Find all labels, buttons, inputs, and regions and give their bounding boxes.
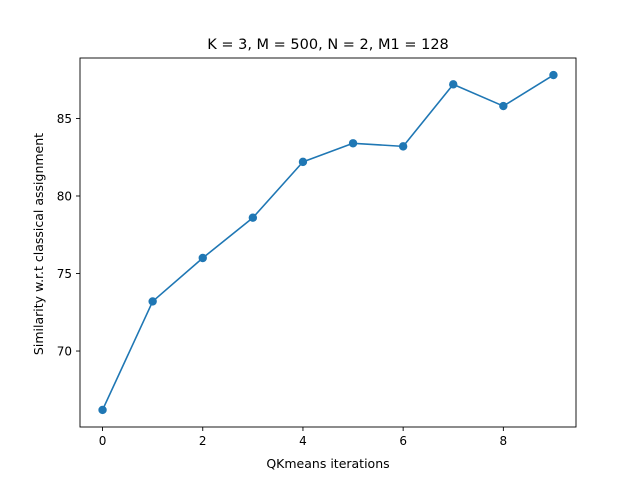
y-tick-label: 75: [57, 267, 72, 281]
y-axis-label: Similarity w.r.t classical assignment: [31, 133, 46, 355]
y-tick-label: 70: [57, 345, 72, 359]
series-line: [101, 74, 554, 411]
data-point: [148, 297, 157, 306]
data-point: [348, 139, 358, 148]
data-point: [198, 253, 207, 263]
data-point: [398, 142, 408, 151]
y-tick-label: 85: [57, 112, 72, 126]
data-point: [248, 213, 258, 222]
chart-title: K = 3, M = 500, N = 2, M1 = 128: [207, 37, 449, 53]
data-point: [449, 80, 458, 89]
data-point: [549, 70, 558, 80]
y-tick-label: 80: [57, 189, 72, 203]
plot-area: [79, 57, 577, 428]
axes-frame: [79, 57, 577, 428]
x-tick-label: 0: [99, 434, 107, 448]
x-tick-label: 4: [299, 434, 307, 448]
data-point: [98, 405, 107, 415]
x-axis-label: QKmeans iterations: [266, 456, 389, 471]
x-tick-label: 8: [500, 434, 508, 448]
x-tick-label: 2: [199, 434, 207, 448]
x-tick-label: 6: [399, 434, 407, 448]
axis-ticks: 0 2 4 6 8 70 75 80 85: [57, 112, 507, 448]
data-point: [298, 157, 308, 167]
data-point: [499, 101, 508, 111]
